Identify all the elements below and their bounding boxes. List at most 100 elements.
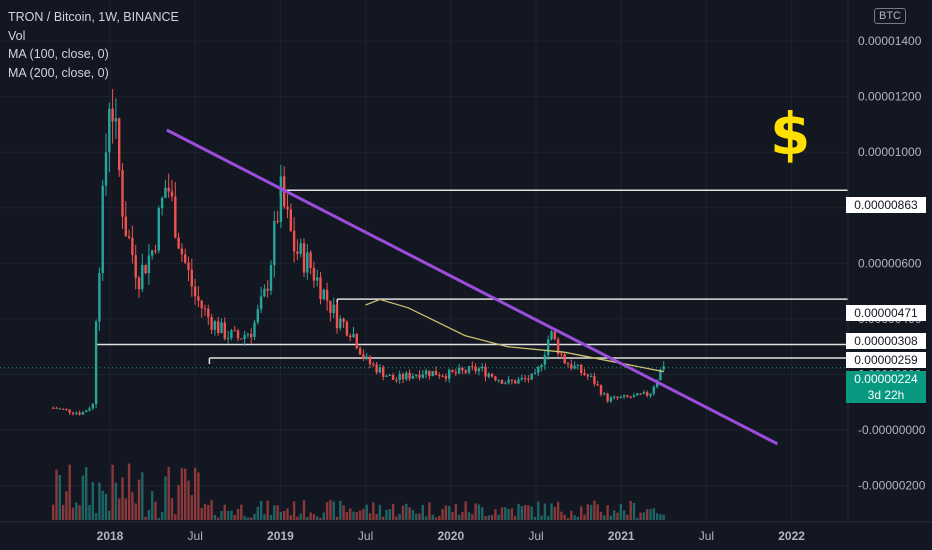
- trendline-group[interactable]: [166, 128, 779, 446]
- candle-body: [477, 368, 481, 372]
- volume-bar: [325, 502, 329, 520]
- volume-bar: [527, 505, 530, 520]
- volume-bar: [88, 505, 91, 520]
- candle-body: [273, 220, 276, 266]
- candle-body: [461, 368, 464, 371]
- volume-bar: [358, 510, 362, 520]
- legend-ma200[interactable]: MA (200, close, 0): [8, 65, 109, 80]
- legend-ma100[interactable]: MA (100, close, 0): [8, 47, 109, 61]
- candle-body: [68, 409, 71, 413]
- candle-body: [543, 354, 547, 365]
- volume-bar: [504, 507, 507, 520]
- volume-bar: [454, 504, 457, 520]
- candle-body: [167, 187, 170, 192]
- candle-body: [474, 366, 477, 372]
- volume-bar: [421, 504, 424, 520]
- candle-body: [210, 317, 213, 330]
- volume-bar: [533, 516, 537, 520]
- x-tick-label: 2021: [608, 529, 635, 543]
- candle-body: [88, 408, 91, 411]
- volume-bar: [646, 509, 649, 520]
- volume-bar: [296, 516, 299, 520]
- volume-bar: [467, 512, 471, 520]
- candle-body: [127, 236, 131, 238]
- candle-body: [609, 397, 613, 402]
- candle-body: [448, 369, 451, 379]
- candle-body: [375, 364, 378, 373]
- volume-bar: [55, 469, 58, 520]
- volume-bar: [494, 509, 497, 520]
- candle-body: [177, 237, 180, 249]
- candle-body: [659, 369, 662, 381]
- candle-body: [259, 296, 263, 310]
- candle-body: [253, 322, 256, 338]
- legend-volume[interactable]: Vol: [8, 28, 26, 43]
- volume-bar: [355, 512, 358, 520]
- volume-bar: [220, 510, 223, 520]
- volume-bar: [134, 503, 137, 520]
- candle-body: [246, 334, 250, 336]
- price-axis[interactable]: 0.000016000.000014000.000012000.00001000…: [847, 0, 926, 522]
- candle-body: [540, 364, 543, 367]
- volume-bar: [573, 515, 576, 520]
- candle-body: [636, 393, 639, 396]
- candle-body: [662, 366, 665, 370]
- candle-body: [296, 251, 299, 254]
- volume-bar: [319, 517, 322, 520]
- y-tick-label: -0.00000200: [858, 479, 926, 493]
- time-axis[interactable]: 2018 Jul 2019 Jul 2020 Jul 2021 Jul 2022: [0, 521, 932, 543]
- volume-bars: [52, 463, 665, 520]
- candle-body: [108, 108, 111, 153]
- candle-body: [230, 330, 233, 338]
- volume-bar: [207, 505, 210, 520]
- volume-bar: [180, 468, 184, 520]
- candle-body: [52, 407, 55, 409]
- candle-body: [368, 356, 372, 364]
- volume-bar: [71, 507, 75, 520]
- volume-bar: [662, 514, 665, 520]
- volume-bar: [114, 482, 118, 520]
- legend-symbol[interactable]: TRON / Bitcoin, 1W, BINANCE: [8, 10, 179, 24]
- candle-body: [490, 373, 494, 377]
- candle-body: [570, 364, 573, 369]
- candle-body: [418, 374, 421, 378]
- candle-body: [180, 248, 184, 255]
- volume-bar: [246, 517, 250, 520]
- candle-body: [325, 289, 329, 301]
- candle-body: [398, 373, 401, 380]
- volume-bar: [52, 504, 55, 520]
- volume-bar: [517, 503, 520, 520]
- volume-bar: [362, 508, 365, 520]
- volume-bar: [372, 502, 375, 520]
- volume-bar: [352, 511, 355, 520]
- y-tick-label: 0.00001200: [858, 90, 922, 104]
- candle-body: [104, 152, 108, 186]
- volume-bar: [642, 512, 646, 520]
- candle-body: [622, 395, 626, 397]
- dollar-annotation[interactable]: $: [770, 100, 811, 168]
- candle-body: [395, 379, 398, 381]
- volume-bar: [461, 511, 464, 520]
- volume-bar: [160, 512, 164, 520]
- candle-body: [190, 269, 193, 287]
- volume-bar: [451, 512, 454, 520]
- volume-bar: [230, 510, 233, 520]
- candle-body: [98, 272, 101, 322]
- volume-bar: [263, 514, 266, 520]
- candle-body: [170, 191, 174, 197]
- volume-bar: [619, 503, 622, 520]
- candle-body: [154, 250, 157, 252]
- volume-bar: [223, 504, 226, 520]
- candle-body: [385, 375, 388, 377]
- candle-body: [174, 196, 177, 238]
- volume-bar: [481, 507, 484, 520]
- volume-bar: [395, 516, 398, 520]
- volume-bar: [276, 505, 279, 520]
- horizontal-levels[interactable]: [0, 189, 848, 369]
- currency-badge[interactable]: BTC: [874, 8, 906, 24]
- candle-body: [276, 220, 279, 222]
- candle-body: [256, 309, 259, 323]
- volume-bar: [335, 516, 339, 520]
- candle-body: [599, 385, 603, 395]
